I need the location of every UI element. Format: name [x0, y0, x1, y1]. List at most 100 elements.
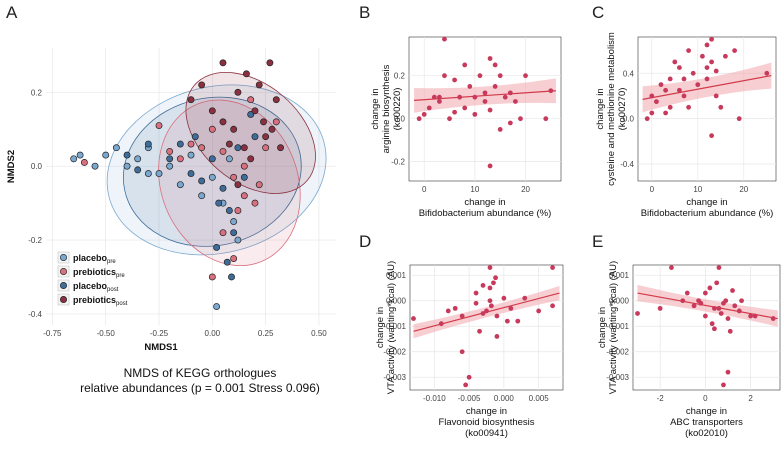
x-tick-label: 0.25 [258, 329, 274, 338]
data-point [482, 99, 488, 104]
data-point [543, 116, 549, 122]
y-axis-label: VTA activity (wanting*kcal) (AU) [386, 261, 397, 394]
x-tick-label: 0 [422, 185, 427, 194]
data-point [709, 59, 714, 65]
x-tick-label: 0.00 [205, 329, 221, 338]
legend-entry: placebopost [73, 281, 119, 293]
point-placebo-post [176, 140, 184, 148]
point-prebiotics-post [225, 140, 233, 148]
data-point [477, 328, 482, 334]
y-tick-label: 0.0 [623, 115, 635, 124]
x-axis-label: Bifidobacterium abundance (%) [641, 208, 774, 219]
legend-label: placebo [73, 253, 108, 263]
x-tick-label: -0.75 [43, 329, 62, 338]
data-point [487, 265, 493, 270]
x-tick-label: -0.25 [150, 329, 169, 338]
x-axis-label: (ko02010) [685, 428, 728, 439]
y-tick-label: -0.002 [383, 348, 406, 357]
y-axis-label: (ko00220) [392, 88, 403, 131]
data-point [442, 36, 447, 42]
point-prebiotics-pre [240, 162, 248, 170]
point-prebiotics-pre [219, 229, 227, 237]
data-point [677, 87, 682, 93]
y-tick-label: -0.4 [620, 160, 634, 169]
x-axis-label: change in [466, 406, 507, 417]
point-placebo-pre [155, 170, 163, 178]
y-tick-label: 0.001 [386, 271, 407, 280]
point-placebo-pre [208, 173, 216, 181]
x-tick-label: 2 [748, 394, 753, 403]
data-point [635, 311, 640, 316]
y-tick-label: 0.001 [609, 271, 630, 280]
data-point [536, 308, 542, 314]
data-point [501, 295, 507, 301]
point-placebo-pre [134, 155, 142, 163]
data-point [736, 308, 742, 314]
data-point [718, 311, 724, 316]
data-point [752, 313, 758, 319]
data-point [709, 133, 714, 139]
legend-entry: prebioticspost [73, 295, 128, 307]
data-point [484, 308, 489, 314]
data-point [680, 298, 686, 304]
point-placebo-pre [198, 192, 206, 200]
y-axis-label: (ko00270) [617, 88, 628, 131]
panel-label-d: D [359, 232, 371, 251]
legend-swatch [59, 254, 67, 262]
point-placebo-post [223, 258, 231, 266]
data-point [712, 326, 717, 332]
legend: placebopreprebioticspreplacebopostprebio… [57, 251, 128, 307]
x-tick-label: 0 [650, 185, 655, 194]
x-axis-label: Bifidobacterium abundance (%) [419, 208, 552, 219]
data-point [472, 94, 478, 100]
data-point [452, 77, 457, 83]
point-placebo-post [198, 177, 206, 185]
y-axis-label: change in [597, 307, 608, 348]
data-point [654, 99, 659, 105]
point-prebiotics-pre [208, 125, 216, 133]
point-placebo-pre [91, 162, 99, 170]
y-tick-label: -0.002 [606, 348, 629, 357]
data-point [764, 70, 770, 76]
point-placebo-post [166, 155, 174, 163]
data-point [491, 280, 496, 286]
data-point [712, 305, 717, 311]
point-prebiotics-pre [247, 96, 255, 104]
data-point [507, 90, 513, 96]
data-point [462, 62, 468, 68]
data-point [702, 290, 708, 296]
data-point [445, 308, 451, 314]
point-prebiotics-post [198, 81, 206, 89]
data-point [669, 265, 674, 270]
point-prebiotics-post [255, 81, 263, 89]
data-point [513, 99, 518, 104]
x-axis-label: change in [686, 197, 727, 208]
data-point [502, 94, 508, 100]
data-point [704, 42, 710, 48]
data-point [548, 88, 554, 94]
y-tick-label: -0.2 [28, 236, 42, 245]
point-prebiotics-pre [187, 140, 195, 148]
point-placebo-post [187, 170, 195, 178]
y-tick-label: -0.003 [606, 373, 629, 382]
data-point [709, 321, 715, 327]
data-point [426, 105, 432, 111]
point-prebiotics-post [219, 59, 227, 67]
data-point [672, 59, 678, 65]
plot-area [632, 264, 781, 391]
point-prebiotics-pre [219, 147, 227, 155]
data-point [467, 84, 473, 89]
point-prebiotics-pre [80, 159, 88, 166]
data-point [466, 374, 472, 380]
y-tick-label: 0.2 [31, 88, 43, 97]
data-point [663, 87, 668, 93]
y-tick-label: 0.000 [386, 297, 407, 306]
point-prebiotics-post [187, 96, 195, 104]
y-tick-label: -0.001 [606, 322, 629, 331]
y-tick-label: 0.0 [394, 115, 406, 124]
legend-entry: placebopre [73, 253, 116, 265]
point-prebiotics-pre [166, 147, 174, 155]
point-placebo-pre [187, 151, 195, 159]
point-placebo-post [215, 199, 223, 207]
point-placebo-post [247, 111, 255, 118]
